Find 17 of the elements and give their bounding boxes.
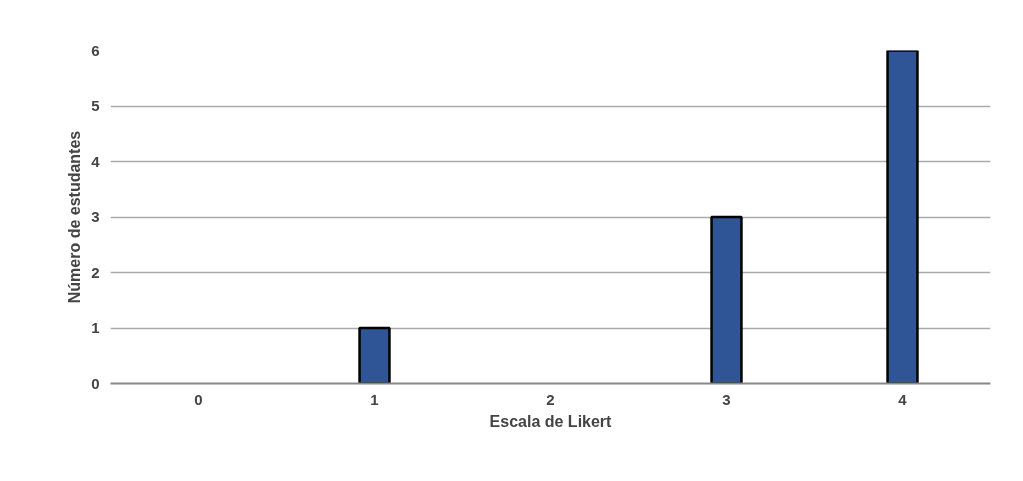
y-tick-label: 0 <box>91 374 100 392</box>
x-axis-title: Escala de Likert <box>489 412 613 430</box>
y-tick-label: 5 <box>91 97 100 114</box>
x-tick-label: 3 <box>722 390 731 408</box>
y-tick-label: 1 <box>91 319 100 336</box>
y-axis-title: Número de estudantes <box>66 130 84 304</box>
y-tick-label: 6 <box>91 41 100 59</box>
y-tick-label: 3 <box>91 208 100 225</box>
x-tick-label: 2 <box>546 390 555 408</box>
y-tick-label: 2 <box>91 263 100 281</box>
x-tick-label: 0 <box>194 390 203 408</box>
x-tick-label: 1 <box>370 390 379 408</box>
bar <box>886 50 919 384</box>
y-tick-label: 4 <box>91 152 101 170</box>
bar <box>710 215 743 384</box>
x-tick-label: 4 <box>898 390 908 408</box>
bar <box>358 326 391 384</box>
